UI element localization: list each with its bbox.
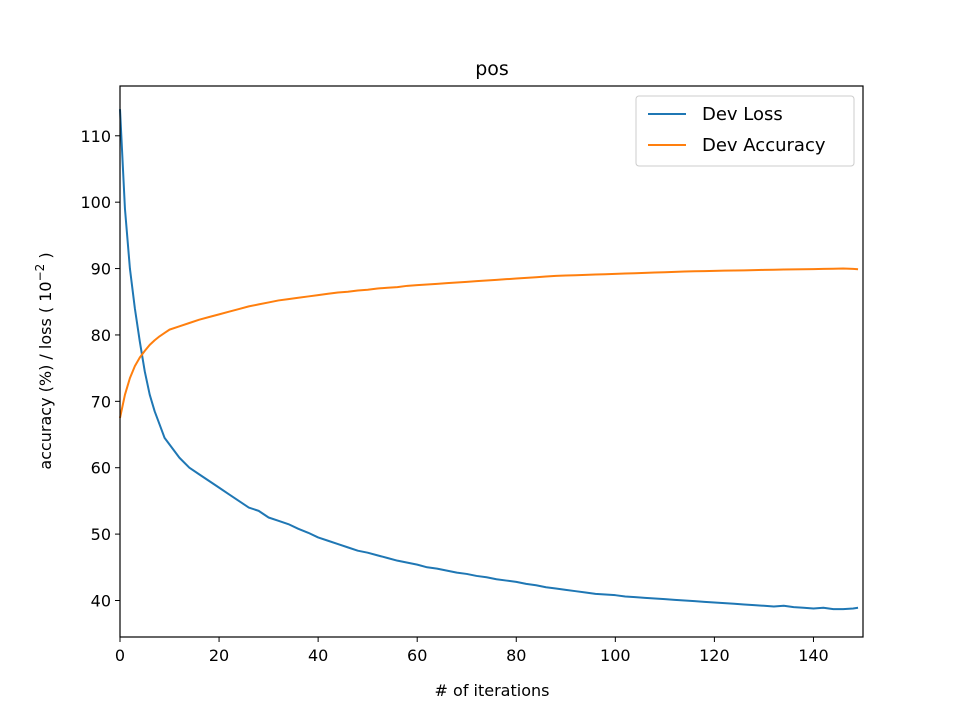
y-axis-label-text: accuracy (%) / loss ( 10 — [36, 281, 55, 469]
x-tick-label: 60 — [407, 646, 427, 665]
y-tick-label: 110 — [80, 127, 111, 146]
y-axis-label-close: ) — [36, 252, 55, 263]
legend: Dev Loss Dev Accuracy — [635, 95, 855, 167]
y-axis-label-exponent: −2 — [33, 264, 47, 282]
y-tick-label: 80 — [91, 326, 111, 345]
x-tick-label: 40 — [308, 646, 328, 665]
legend-label-dev-loss: Dev Loss — [702, 104, 783, 125]
y-tick-label: 60 — [91, 459, 111, 478]
y-tick-label: 40 — [91, 591, 111, 610]
x-axis-label: # of iterations — [435, 681, 550, 700]
y-tick-label: 90 — [91, 260, 111, 279]
legend-label-dev-accuracy: Dev Accuracy — [702, 135, 826, 156]
x-tick-label: 80 — [506, 646, 526, 665]
series-layer — [119, 109, 859, 611]
dev-accuracy-line — [119, 267, 859, 419]
y-tick-label: 70 — [91, 392, 111, 411]
plot-area — [119, 85, 864, 638]
x-tick-label: 120 — [699, 646, 730, 665]
y-axis: 40 50 60 70 80 90 100 110 — [80, 127, 120, 610]
chart-title: pos — [475, 58, 509, 80]
plot-frame — [119, 85, 864, 638]
x-tick-label: 140 — [798, 646, 829, 665]
x-tick-label: 100 — [600, 646, 631, 665]
x-axis: 0 20 40 60 80 100 120 140 — [115, 637, 829, 665]
x-tick-label: 20 — [209, 646, 229, 665]
y-tick-label: 100 — [80, 193, 111, 212]
legend-box — [635, 95, 855, 167]
y-axis-label: accuracy (%) / loss ( 10−2 ) — [33, 252, 55, 469]
dev-loss-line — [119, 109, 859, 611]
y-tick-label: 50 — [91, 525, 111, 544]
x-tick-label: 0 — [115, 646, 125, 665]
